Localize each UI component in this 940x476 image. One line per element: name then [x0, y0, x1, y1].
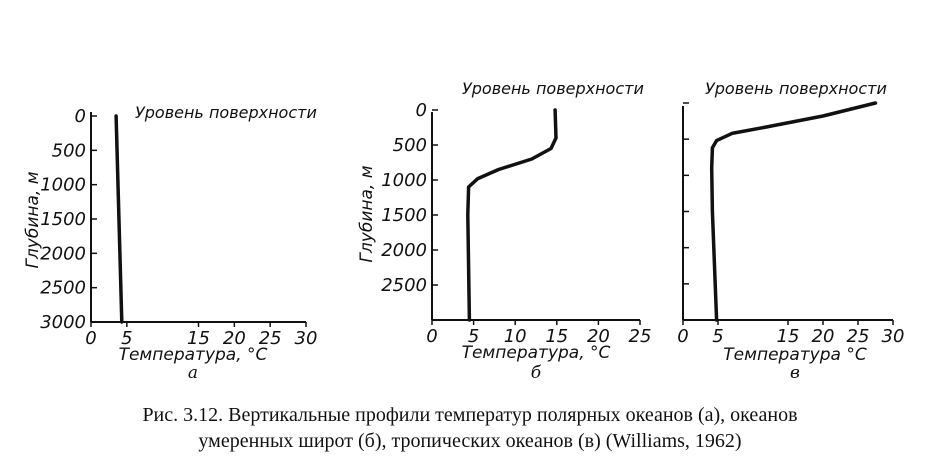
panel-1-x-tick-label: 30 [295, 328, 318, 349]
figure-caption-line-1: Рис. 3.12. Вертикальные профили температ… [142, 404, 798, 426]
panel-3-x-tick-label: 5 [712, 326, 723, 347]
panel-2-y-tick-label: 1500 [381, 205, 427, 226]
panel-3-x-axis-label: Температура °С [723, 345, 867, 365]
panel-2-x-tick-label: 0 [426, 326, 437, 347]
panel-2-x-tick-label: 15 [545, 326, 568, 347]
panel-2-x-tick-label: 10 [504, 326, 527, 347]
panel-2-y-tick-label: 2500 [381, 275, 427, 296]
figure-caption-line-2: умеренных широт (б), тропических океанов… [198, 430, 742, 452]
panel-1-panel-letter: а [188, 363, 198, 383]
panel-1-x-tick-label: 0 [85, 328, 96, 349]
panel-2-panel-letter: б [531, 363, 542, 383]
panel-1-y-tick-label: 2500 [40, 278, 86, 299]
panel-1-y-tick-label: 500 [52, 140, 86, 161]
panel-2-x-axis-label: Температура, °С [462, 343, 611, 363]
panel-3-x-tick-label: 30 [882, 326, 905, 347]
panel-1-y-axis-label: Глубина, м [23, 171, 43, 268]
panel-1-x-axis-label: Температура, °С [119, 345, 268, 365]
panel-2-y-tick-label: 1000 [381, 170, 427, 191]
panel-2-x-tick-label: 20 [587, 326, 610, 347]
panel-1-x-tick-label: 5 [121, 328, 132, 349]
panel-1-x-tick-label: 25 [259, 328, 282, 349]
panel-3-temperature-profile-line [709, 101, 878, 322]
panel-1-surface-annotation: Уровень поверхности [135, 103, 317, 122]
panel-2-temperature-profile-line [466, 108, 558, 322]
panel-3-x-tick-label: 0 [677, 326, 688, 347]
panel-2-x-tick-label: 5 [468, 326, 479, 347]
panel-1-temperature-profile-line [114, 114, 124, 324]
panel-3-panel-letter: в [790, 363, 800, 383]
panel-2-y-tick-label: 2000 [381, 240, 427, 261]
panel-2-y-axis-label: Глубина, м [357, 165, 377, 262]
panel-3-x-tick-label: 25 [847, 326, 870, 347]
panel-1-x-tick-label: 15 [187, 328, 210, 349]
panel-3-x-tick-label: 15 [777, 326, 800, 347]
panel-1-x-tick-label: 20 [223, 328, 246, 349]
panel-1-y-tick-label: 1500 [40, 209, 86, 230]
panel-3-x-tick-label: 20 [812, 326, 835, 347]
panel-2-x-tick-label: 25 [629, 326, 652, 347]
panel-2-y-tick-label: 500 [393, 135, 427, 156]
panel-1-y-tick-label: 2000 [40, 243, 86, 264]
panel-1-y-tick-label: 1000 [40, 175, 86, 196]
panel-2-surface-annotation: Уровень поверхности [462, 79, 644, 98]
panel-1-y-tick-label: 3000 [40, 312, 86, 333]
panel-2-y-tick-label: 0 [416, 100, 427, 121]
panel-1-y-tick-label: 0 [75, 106, 86, 127]
panel-3-surface-annotation: Уровень поверхности [705, 79, 887, 98]
